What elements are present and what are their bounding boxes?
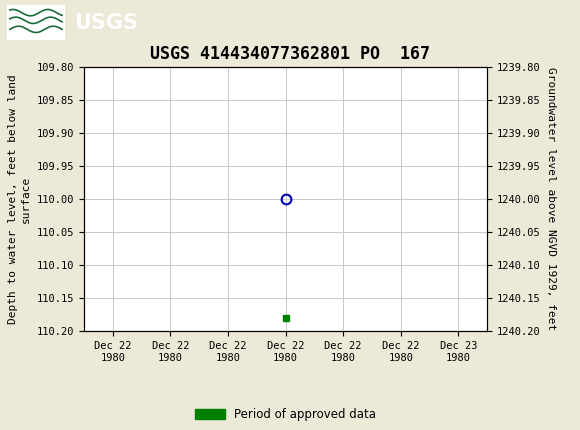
Y-axis label: Depth to water level, feet below land
surface: Depth to water level, feet below land su… [8, 74, 31, 324]
Text: USGS: USGS [74, 12, 137, 33]
FancyBboxPatch shape [7, 6, 65, 40]
Text: USGS 414434077362801 PO  167: USGS 414434077362801 PO 167 [150, 45, 430, 63]
Y-axis label: Groundwater level above NGVD 1929, feet: Groundwater level above NGVD 1929, feet [546, 67, 556, 331]
Legend: Period of approved data: Period of approved data [190, 403, 381, 426]
